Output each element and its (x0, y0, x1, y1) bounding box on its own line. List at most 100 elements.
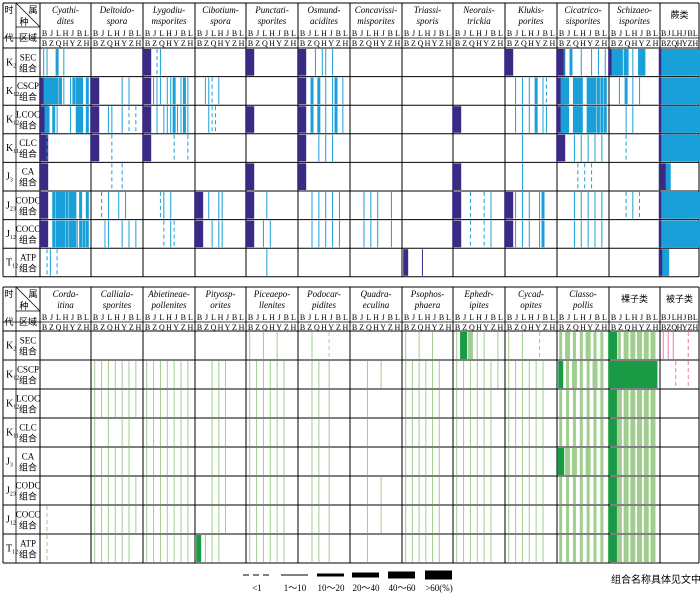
taxon-name: Abietineae- (147, 289, 189, 299)
region-code: J (485, 29, 488, 38)
region-code: L (188, 29, 193, 38)
region-code: Z (688, 39, 693, 48)
region-code: Z (204, 323, 209, 332)
region-code: J (382, 29, 385, 38)
region-code: J (153, 29, 156, 38)
taxon-name: Concavissi- (355, 5, 398, 15)
region-code: L (107, 313, 112, 322)
region-code: B (300, 323, 305, 332)
region-code: H (550, 39, 556, 48)
region-code: J (256, 313, 259, 322)
region-code: H (188, 323, 194, 332)
region-code: B (507, 29, 512, 38)
region-code: H (373, 313, 379, 322)
region-code: Z (232, 39, 237, 48)
taxon-name: acidites (310, 16, 338, 26)
region-code: J (619, 29, 622, 38)
assemblage-name: SEC (20, 52, 37, 62)
region-code: H (692, 39, 698, 48)
assemblage-name: ATP (20, 253, 36, 263)
region-code: L (262, 29, 267, 38)
region-code: Z (307, 39, 312, 48)
region-code: B (507, 323, 512, 332)
header-era-label: 时 (4, 4, 13, 15)
region-code: B (145, 29, 150, 38)
region-code: B (687, 313, 692, 322)
region-code: B (352, 29, 357, 38)
region-code: L (521, 313, 526, 322)
region-code: Z (595, 323, 600, 332)
region-code: L (395, 313, 400, 322)
region-code: H (188, 39, 194, 48)
region-code: Z (255, 39, 260, 48)
region-code: Q (56, 39, 62, 48)
region-code: H (476, 29, 482, 38)
region-code: B (145, 323, 150, 332)
region-code: H (528, 39, 534, 48)
region-code: H (136, 39, 142, 48)
period-label: K11 (6, 143, 19, 155)
region-code: Z (411, 39, 416, 48)
period-subscript: 2 (13, 63, 16, 69)
taxon-name: 被子类 (666, 293, 693, 304)
region-code: J (683, 29, 686, 38)
region-code: H (677, 313, 683, 322)
region-code: Z (77, 323, 82, 332)
region-code: Z (491, 323, 496, 332)
period-subscript: 3 (10, 178, 13, 184)
region-code: H (373, 39, 379, 48)
region-code: Z (204, 39, 209, 48)
region-code: H (476, 313, 482, 322)
region-code: J (360, 29, 363, 38)
taxon-name: Cyathi- (52, 5, 79, 15)
region-code: Q (469, 39, 475, 48)
region-code: B (646, 313, 651, 322)
region-code: Q (56, 323, 62, 332)
region-code: H (269, 39, 275, 48)
region-code: Z (388, 39, 393, 48)
region-code: B (42, 313, 47, 322)
region-code: H (321, 39, 327, 48)
region-code: Z (152, 323, 157, 332)
region-code: B (129, 313, 134, 322)
region-code: Q (671, 323, 677, 332)
region-code: B (248, 29, 253, 38)
taxon-name: pollis (572, 300, 594, 310)
region-code: J (71, 313, 74, 322)
region-code: L (625, 29, 630, 38)
region-code: Z (646, 323, 651, 332)
region-code: Q (159, 39, 165, 48)
region-code: Z (543, 323, 548, 332)
region-code: L (498, 313, 503, 322)
assemblage-name: CLC (19, 423, 37, 433)
region-code: J (667, 29, 670, 38)
region-code: B (181, 313, 186, 322)
region-code: Q (418, 39, 424, 48)
region-code: B (661, 39, 666, 48)
region-code: H (632, 313, 638, 322)
region-code: Z (618, 323, 623, 332)
region-code: Z (462, 39, 467, 48)
taxon-name: misporites (357, 16, 395, 26)
taxon-name: porites (517, 16, 543, 26)
taxon-name: Osmund- (308, 5, 341, 15)
header-genus-label: 属 (28, 289, 37, 299)
taxon-name: itina (57, 300, 74, 310)
region-code: B (661, 29, 666, 38)
region-code: H (395, 39, 401, 48)
region-code: H (239, 323, 245, 332)
region-code: H (580, 313, 586, 322)
taxon-name: Ephedr- (463, 289, 493, 299)
region-code: L (672, 29, 677, 38)
region-code: H (321, 313, 327, 322)
region-code: J (667, 313, 670, 322)
region-code: H (114, 39, 120, 48)
region-code: L (314, 29, 319, 38)
region-code: B (491, 313, 496, 322)
region-code: B (595, 313, 600, 322)
period-subscript: 2 (13, 347, 16, 353)
legend-label: 40～60 (388, 583, 416, 593)
region-code: Z (595, 39, 600, 48)
region-code: B (248, 323, 253, 332)
taxon-name: isporites (619, 16, 651, 26)
